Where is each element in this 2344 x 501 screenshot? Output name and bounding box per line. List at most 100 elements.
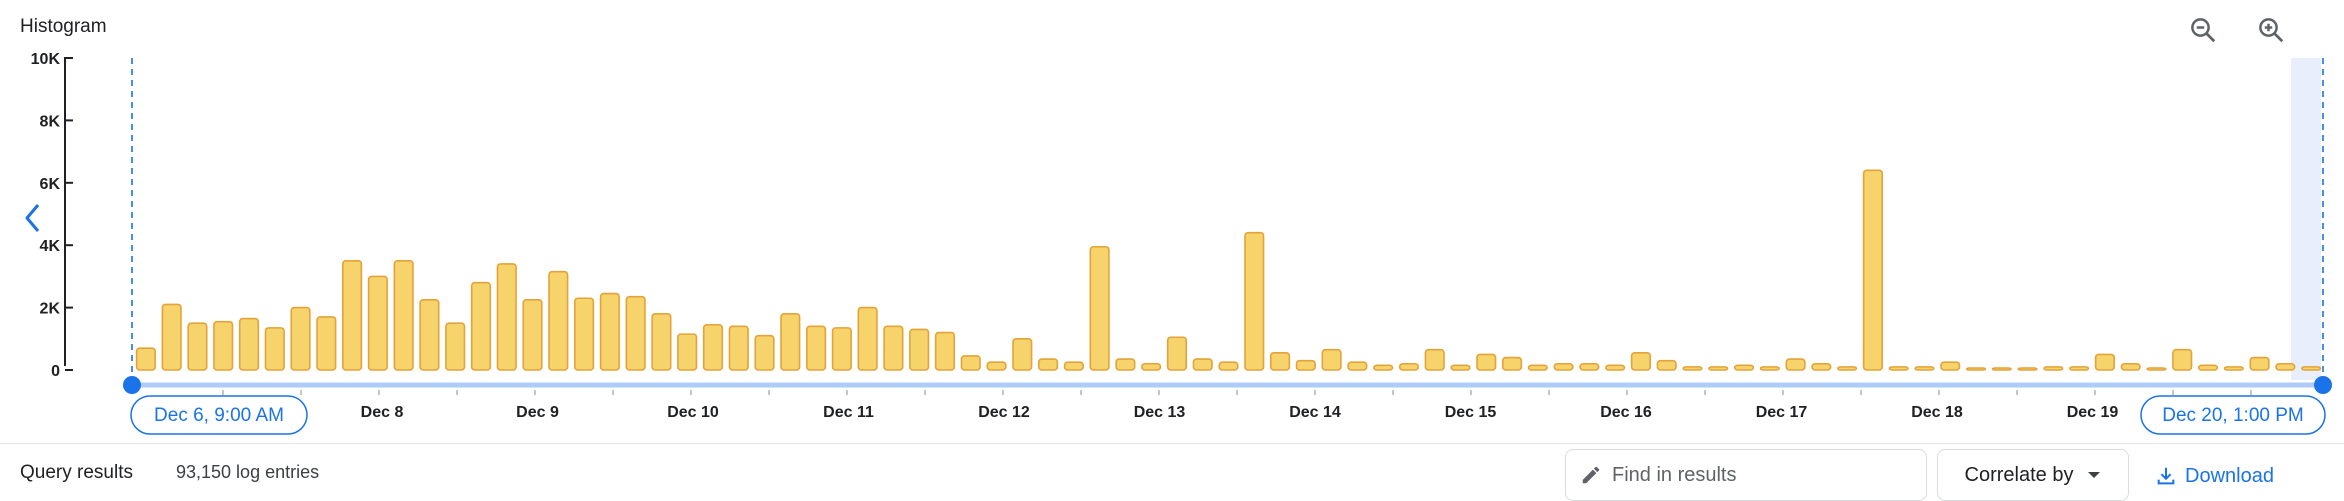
x-tick-label: Dec 12 — [978, 404, 1030, 421]
histogram-bar — [2017, 367, 2038, 371]
correlate-by-label: Correlate by — [1964, 463, 2074, 486]
x-tick-label: Dec 8 — [361, 404, 404, 421]
histogram-bar — [625, 295, 646, 371]
histogram-bar — [728, 325, 749, 371]
histogram-bar — [702, 323, 724, 371]
histogram-bar — [342, 259, 363, 371]
range-end-label: Dec 20, 1:00 PM — [2162, 405, 2304, 426]
histogram-bar — [2223, 366, 2244, 371]
histogram-bar — [883, 325, 904, 371]
divider — [0, 443, 2344, 444]
histogram-bar — [161, 303, 182, 371]
histogram-bar — [1630, 352, 1652, 371]
histogram-bar — [1063, 361, 1084, 371]
x-tick-label: Dec 17 — [1756, 404, 1808, 421]
histogram-bar — [2146, 367, 2167, 371]
histogram-bar — [1991, 367, 2012, 371]
histogram-bar — [754, 334, 775, 371]
histogram-bar — [213, 320, 234, 371]
histogram-bar — [264, 327, 285, 371]
dropdown-arrow-icon — [2088, 472, 2101, 478]
correlate-by-dropdown[interactable]: Correlate by — [1937, 449, 2129, 501]
histogram-bar — [1682, 366, 1703, 371]
query-results-label: Query results — [20, 462, 133, 483]
y-tick-label: 2K — [40, 301, 61, 318]
histogram-bar — [805, 325, 827, 371]
range-end-pill — [2140, 395, 2326, 435]
histogram-bar — [1089, 245, 1110, 371]
histogram-bar — [1708, 366, 1729, 371]
download-button[interactable]: Download — [2155, 458, 2274, 494]
histogram-bar — [1527, 364, 1548, 371]
histogram-bar — [135, 347, 156, 371]
selection-shade — [2291, 58, 2321, 380]
download-icon — [2157, 467, 2175, 485]
histogram-bar — [1424, 348, 1445, 371]
histogram-bar — [1837, 366, 1858, 371]
histogram-bar — [1605, 364, 1626, 371]
zoom-out-button[interactable] — [2183, 10, 2223, 50]
histogram-bar — [2249, 356, 2270, 371]
histogram-bar — [1269, 352, 1291, 371]
download-label: Download — [2185, 464, 2274, 487]
histogram-bar — [238, 317, 260, 371]
histogram-bar — [831, 327, 852, 371]
histogram-bar — [1012, 337, 1033, 371]
x-tick-label: Dec 19 — [2067, 404, 2119, 421]
histogram-bar — [470, 281, 492, 371]
histogram-bar — [1759, 366, 1780, 371]
x-tick-label: Dec 14 — [1289, 404, 1341, 421]
histogram-title: Histogram — [20, 16, 107, 37]
histogram-bar — [1501, 356, 1523, 371]
histogram-bar — [909, 328, 930, 371]
find-in-results-field[interactable] — [1565, 449, 1927, 501]
x-tick-label: Dec 16 — [1600, 404, 1652, 421]
histogram-bar — [574, 297, 595, 371]
histogram-bar — [1656, 359, 1677, 371]
y-tick-label: 8K — [40, 113, 61, 130]
histogram-bar — [1295, 359, 1316, 371]
histogram-bar — [2172, 348, 2193, 371]
histogram-bar — [2069, 366, 2090, 371]
previous-range-button[interactable] — [18, 198, 48, 238]
pencil-icon — [1582, 466, 1600, 484]
histogram-bar — [1398, 362, 1420, 371]
histogram-bar — [1733, 364, 1755, 371]
x-tick-label: Dec 9 — [516, 404, 559, 421]
histogram-bar — [187, 322, 208, 371]
histogram-bar — [1244, 231, 1265, 371]
histogram-bar — [1450, 364, 1471, 371]
x-tick-label: Dec 11 — [823, 404, 874, 421]
histogram-bar — [2275, 362, 2296, 371]
histogram-bar — [1373, 364, 1394, 371]
zoom-in-button[interactable] — [2251, 10, 2291, 50]
histogram-bar — [986, 361, 1007, 371]
histogram-bar — [1347, 361, 1368, 371]
histogram-bar — [522, 298, 543, 371]
histogram-bar — [1862, 169, 1883, 371]
histogram-bar — [2301, 366, 2322, 371]
y-tick-label: 6K — [40, 176, 61, 193]
find-in-results-input[interactable] — [1610, 462, 1914, 488]
histogram-bar — [1553, 362, 1574, 371]
histogram-bar — [393, 259, 414, 371]
histogram-bar — [1321, 348, 1342, 371]
range-start-label: Dec 6, 9:00 AM — [154, 405, 284, 426]
x-tick-label: Dec 10 — [667, 404, 719, 421]
chevron-left-icon — [25, 204, 40, 232]
log-entries-count: 93,150 log entries — [176, 462, 320, 482]
histogram-bar — [651, 313, 672, 371]
zoom-in-icon — [2259, 18, 2284, 43]
histogram-bar — [2043, 366, 2064, 371]
range-start-handle — [123, 376, 141, 394]
x-tick-label: Dec 13 — [1134, 404, 1186, 421]
histogram-bar — [780, 313, 801, 371]
zoom-out-icon — [2191, 18, 2216, 43]
histogram-bar — [445, 322, 466, 371]
histogram-bar — [496, 263, 517, 371]
histogram-bar — [1218, 361, 1239, 371]
histogram-bar — [960, 355, 981, 371]
histogram-bar — [1579, 362, 1600, 371]
histogram-bar — [934, 331, 956, 371]
histogram-chart: 0 2K 4K 6K 8K 10K Dec 8 Dec 9 Dec 10 Dec 11 Dec 12… — [31, 51, 2332, 435]
